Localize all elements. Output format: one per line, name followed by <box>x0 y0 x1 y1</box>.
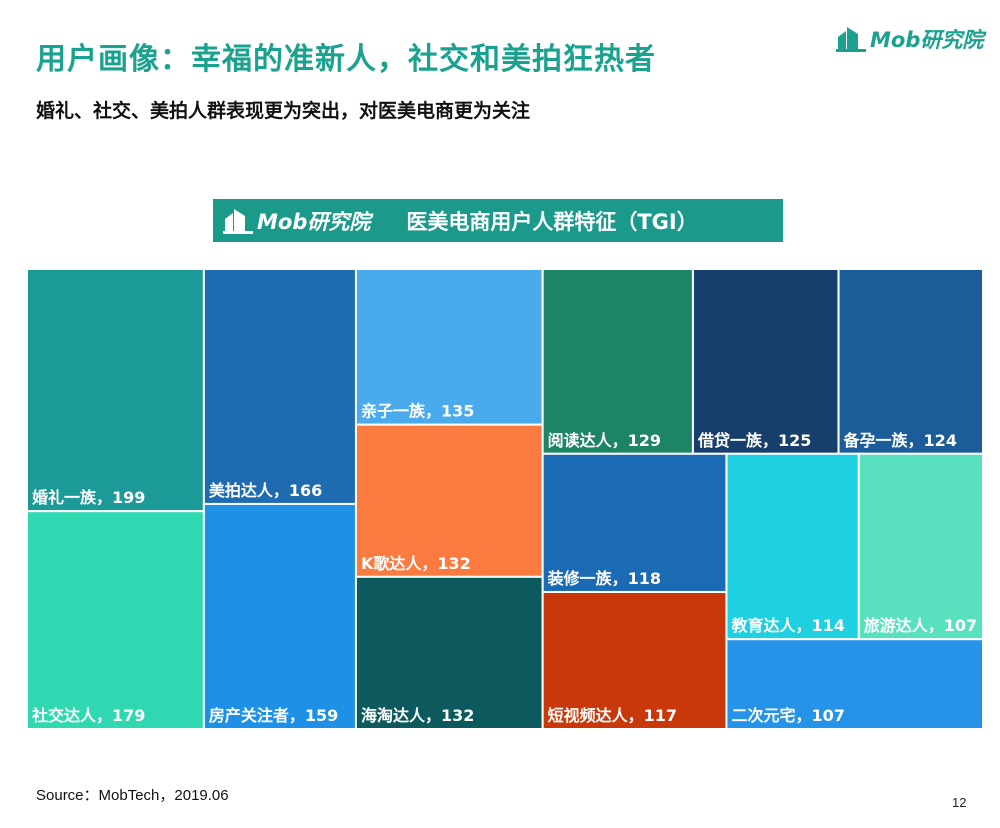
treemap-rect <box>354 423 544 578</box>
treemap-cell: 亲子一族，135 <box>354 269 544 426</box>
treemap-cell: 借贷一族，125 <box>691 269 840 455</box>
source-note: Source：MobTech，2019.06 <box>36 787 229 804</box>
page-title: 用户画像：幸福的准新人，社交和美拍狂热者 <box>36 42 656 77</box>
treemap-rect <box>691 269 840 455</box>
treemap-rect <box>27 269 205 513</box>
treemap-label: 短视频达人，117 <box>548 706 677 725</box>
treemap-rect <box>857 452 983 641</box>
treemap-label: 房产关注者，159 <box>209 706 338 725</box>
treemap-chart: 婚礼一族，199 社交达人，179 美拍达人，166 房产关注者，159 亲子一族，13… <box>27 269 983 729</box>
chart-title-banner: Mob研究院 医美电商用户人群特征（TGI） <box>213 199 783 242</box>
treemap-rect <box>541 452 728 593</box>
treemap-label: 亲子一族，135 <box>361 402 474 421</box>
mob-logo: Mob研究院 <box>836 24 983 54</box>
treemap-label: 海淘达人，132 <box>361 706 474 725</box>
treemap-cell: 短视频达人，117 <box>541 590 728 729</box>
treemap-cell: 教育达人，114 <box>725 452 860 641</box>
treemap-cell: 旅游达人，107 <box>857 452 983 641</box>
treemap-cell: 二次元宅，107 <box>725 638 983 729</box>
treemap-cell: 阅读达人，129 <box>541 269 694 455</box>
banner-logo-text: Mob研究院 <box>257 209 371 234</box>
treemap-cell: 婚礼一族，199 <box>27 269 205 513</box>
treemap-cell: 美拍达人，166 <box>202 269 357 505</box>
treemap-cell: K歌达人，132 <box>354 423 544 578</box>
treemap-label: 婚礼一族，199 <box>32 488 145 507</box>
treemap-label: 阅读达人，129 <box>548 431 661 450</box>
treemap-label: 借贷一族，125 <box>697 431 811 450</box>
treemap-rect <box>202 502 357 729</box>
treemap-rect <box>725 452 860 641</box>
treemap-rect <box>725 638 983 729</box>
treemap-label: 备孕一族，124 <box>843 431 957 450</box>
treemap-label: 社交达人，179 <box>31 706 145 725</box>
treemap-cell: 房产关注者，159 <box>202 502 357 729</box>
treemap-rect <box>354 269 544 426</box>
treemap-rect <box>27 510 205 729</box>
treemap-cell: 装修一族，118 <box>541 452 728 593</box>
building-logo-icon <box>836 27 866 52</box>
chart-title: 医美电商用户人群特征（TGI） <box>406 209 698 234</box>
treemap-rect <box>202 269 357 505</box>
treemap-rect <box>837 269 983 455</box>
page-subtitle: 婚礼、社交、美拍人群表现更为突出，对医美电商更为关注 <box>36 100 531 122</box>
treemap-cell: 海淘达人，132 <box>354 575 544 729</box>
treemap-label: 旅游达人，107 <box>864 616 977 635</box>
treemap-label: 美拍达人，166 <box>209 481 322 500</box>
treemap-label: K歌达人，132 <box>361 554 471 573</box>
treemap-label: 教育达人，114 <box>731 616 844 635</box>
logo-text: Mob研究院 <box>870 28 984 52</box>
page-number: 12 <box>952 795 967 810</box>
treemap-cell: 备孕一族，124 <box>837 269 983 455</box>
treemap-rect <box>354 575 544 729</box>
treemap-label: 二次元宅，107 <box>731 706 844 725</box>
treemap-label: 装修一族，118 <box>547 569 661 588</box>
treemap-rect <box>541 269 694 455</box>
building-logo-icon <box>223 208 253 234</box>
treemap-cell: 社交达人，179 <box>27 510 205 729</box>
